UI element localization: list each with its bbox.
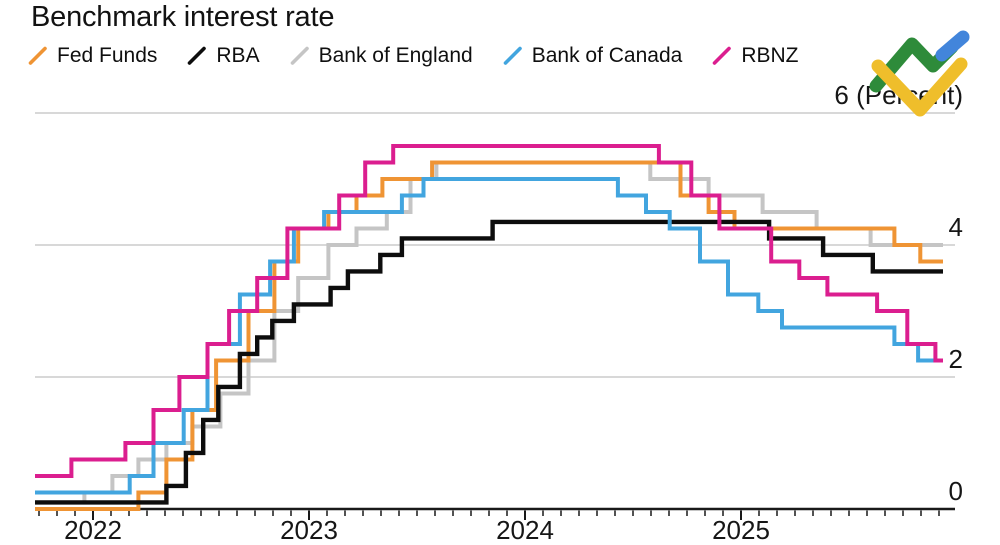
series-line-bank-of-england bbox=[35, 160, 943, 505]
legend-item-label: RBNZ bbox=[741, 44, 799, 67]
logo-green-zigzag bbox=[869, 37, 959, 93]
x-tick-label: 2024 bbox=[496, 515, 554, 545]
x-tick-label: 2023 bbox=[280, 515, 338, 545]
legend-item-fed-funds: Fed Funds bbox=[28, 44, 157, 68]
y-tick-label: 6 (Percent) bbox=[834, 80, 963, 110]
legend-item-label: Bank of Canada bbox=[531, 44, 683, 67]
legend-line-glyph bbox=[713, 46, 732, 65]
legend-item-label: RBA bbox=[216, 44, 260, 67]
legend-item-label: Bank of England bbox=[318, 44, 473, 67]
legend-line-icon bbox=[713, 46, 732, 65]
legend-line-glyph bbox=[290, 46, 309, 65]
legend-line-icon bbox=[503, 46, 522, 65]
legend-item-rba: RBA bbox=[187, 44, 260, 68]
x-tick-label: 2022 bbox=[64, 515, 122, 545]
series-line-fed-funds bbox=[35, 160, 943, 511]
x-tick-label: 2025 bbox=[712, 515, 770, 545]
y-tick-label: 0 bbox=[949, 476, 963, 506]
legend-line-glyph bbox=[28, 46, 47, 65]
series-line-bank-of-canada bbox=[35, 177, 943, 495]
chart-legend: Fed Funds RBA Bank of England Bank of Canad… bbox=[28, 44, 798, 68]
legend-line-glyph bbox=[188, 46, 207, 65]
logo-yellow-check bbox=[871, 57, 968, 117]
legend-line-icon bbox=[188, 46, 207, 65]
legend-item-rbnz: RBNZ bbox=[712, 44, 798, 68]
logo-blue-segment bbox=[935, 30, 970, 62]
legend-line-icon bbox=[28, 46, 47, 65]
y-tick-label: 4 bbox=[949, 212, 963, 242]
series-line-rbnz bbox=[35, 144, 943, 478]
legend-item-label: Fed Funds bbox=[57, 44, 158, 67]
y-tick-label: 2 bbox=[949, 344, 963, 374]
legend-line-icon bbox=[290, 46, 309, 65]
legend-item-bank-of-canada: Bank of Canada bbox=[503, 44, 683, 68]
legend-line-glyph bbox=[503, 46, 522, 65]
chart-title: Benchmark interest rate bbox=[31, 1, 335, 33]
legend-item-bank-of-england: Bank of England bbox=[290, 44, 473, 68]
series-line-rba bbox=[35, 219, 943, 505]
